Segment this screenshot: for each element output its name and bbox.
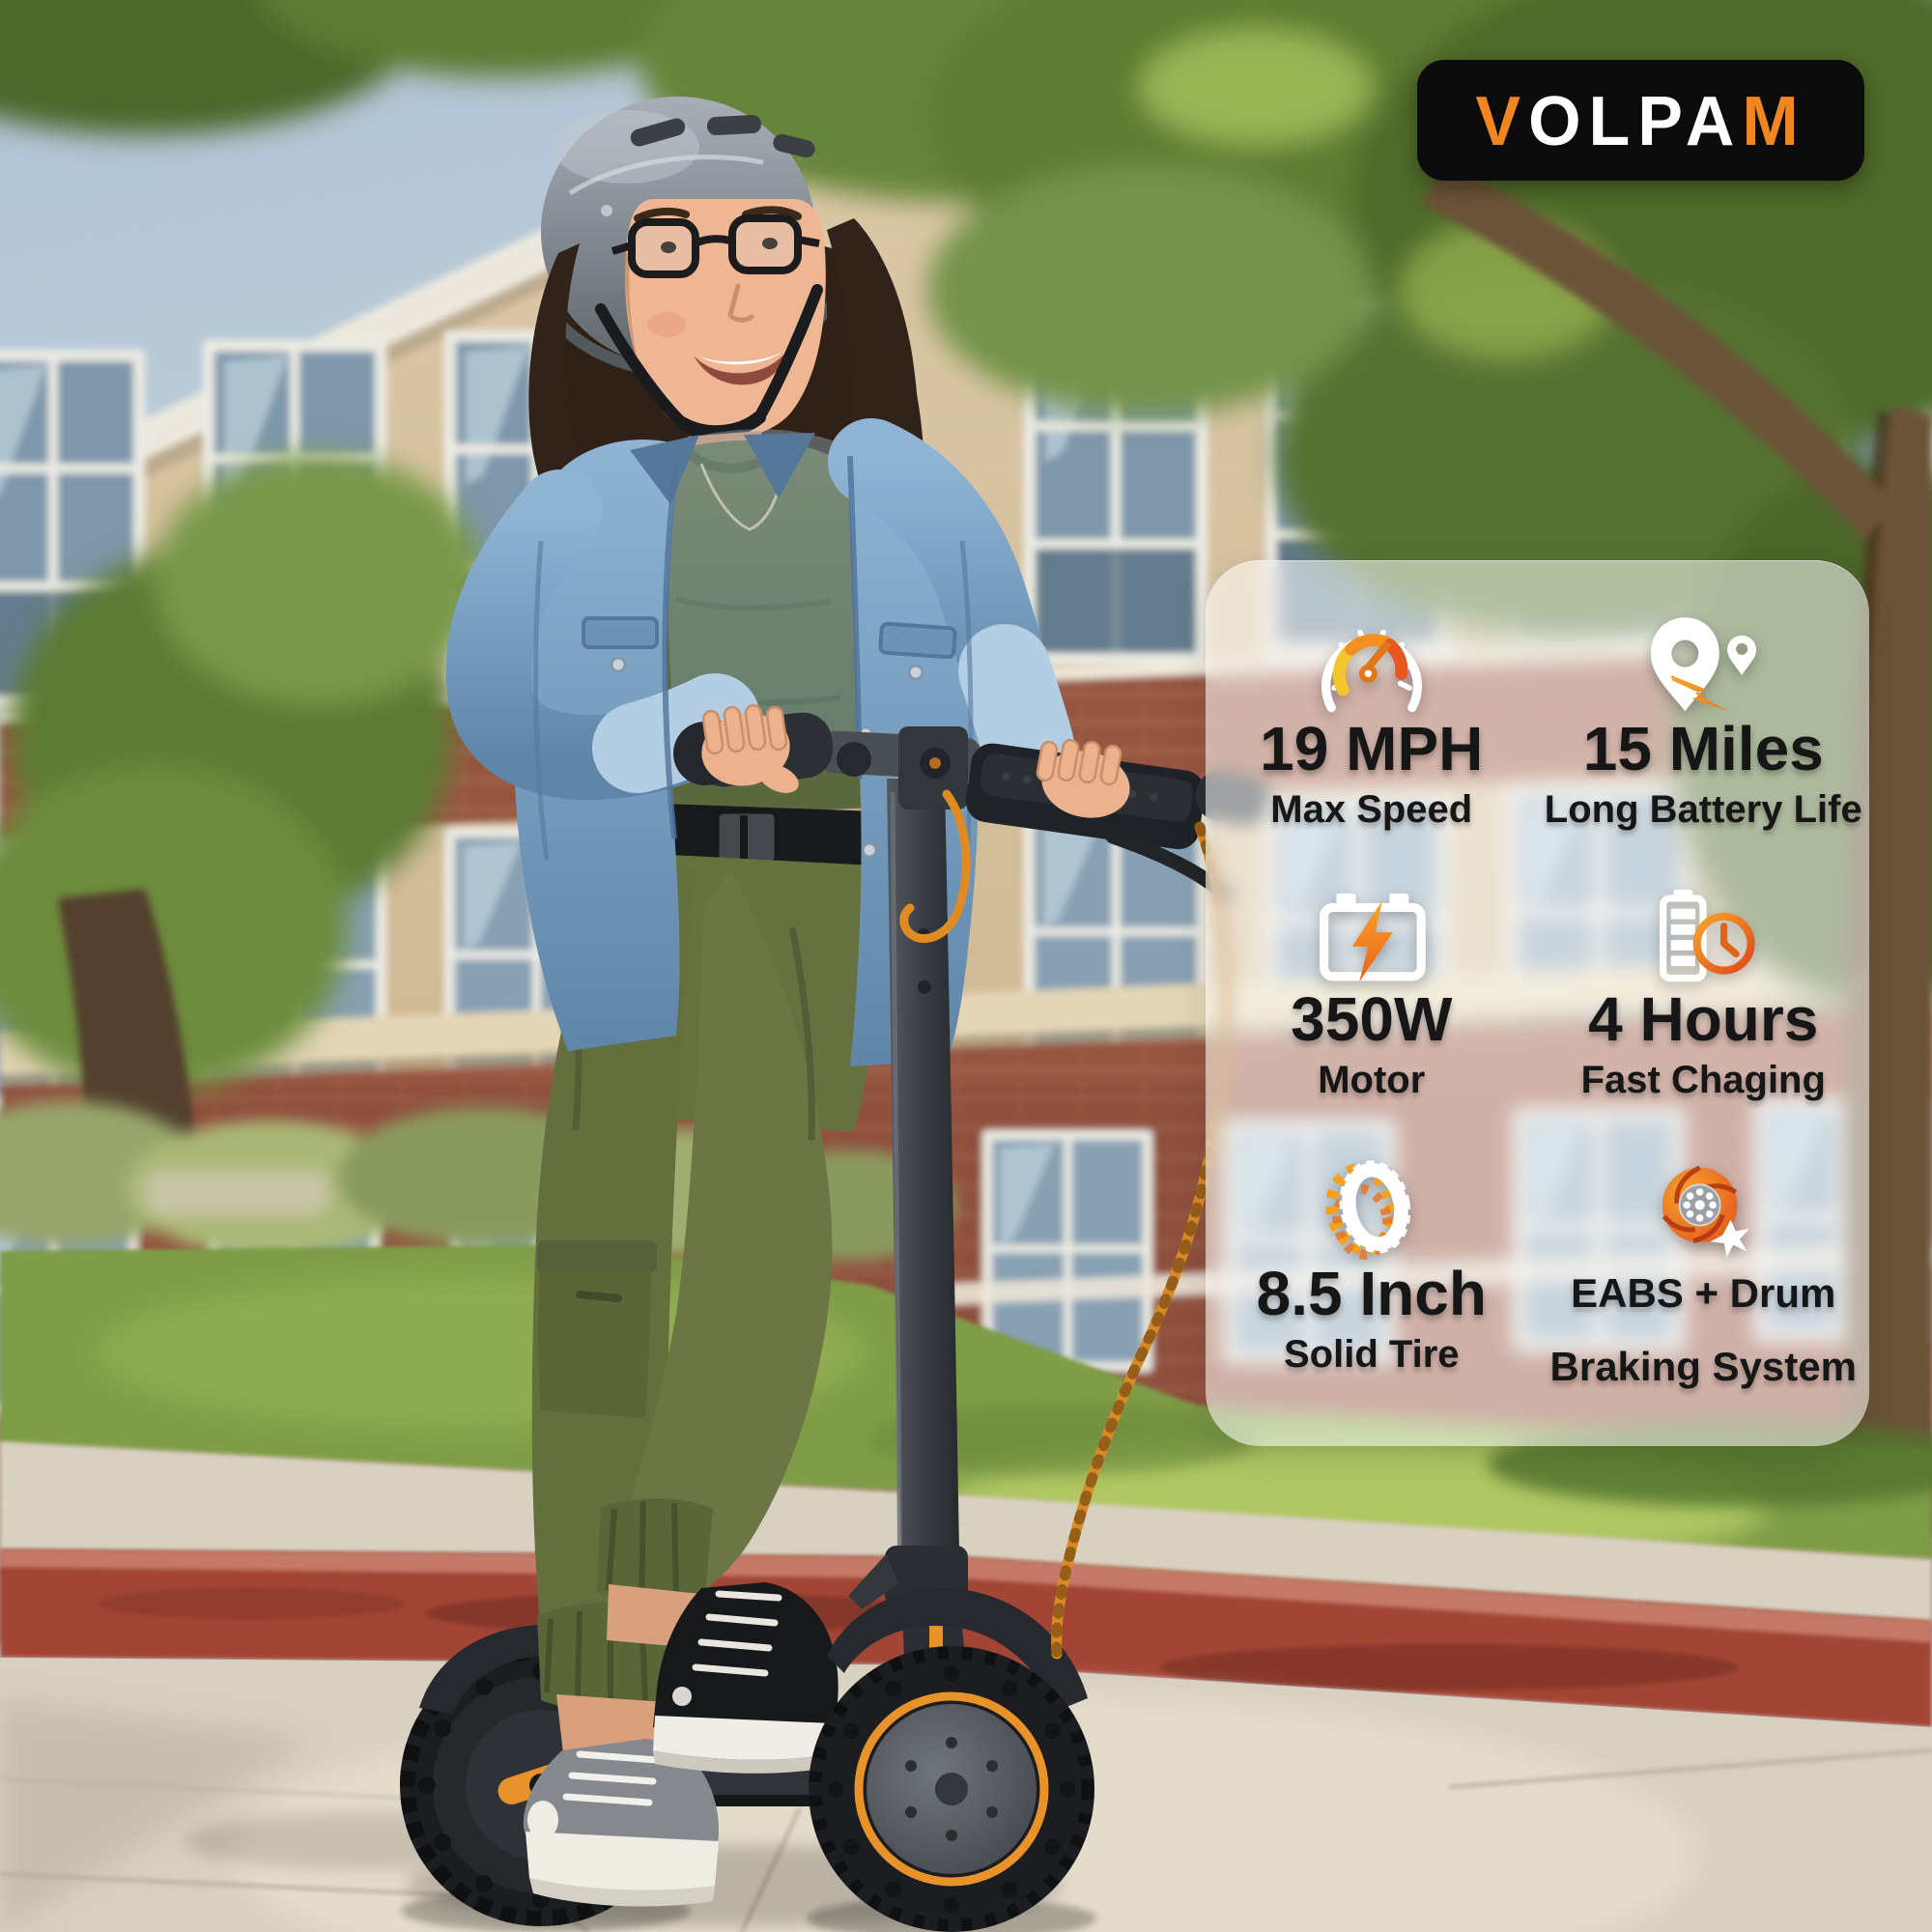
- tire-icon: [1314, 1151, 1430, 1260]
- feature-label: Braking System: [1549, 1344, 1857, 1389]
- denim-jacket: [445, 418, 1074, 1066]
- brand-logo-badge: V OLPA M: [1417, 60, 1864, 181]
- feature-battery-life: 15 Miles Long Battery Life: [1538, 560, 1870, 869]
- glasses: [611, 214, 820, 278]
- front-wheel: [809, 1646, 1094, 1932]
- feature-label: Long Battery Life: [1544, 788, 1862, 831]
- logo-letters-olpa: OLPA: [1528, 80, 1743, 160]
- feature-label: Fast Chaging: [1580, 1059, 1826, 1101]
- feature-value: 15 Miles: [1582, 714, 1824, 783]
- feature-value: 19 MPH: [1260, 714, 1484, 783]
- feature-label: Solid Tire: [1283, 1333, 1460, 1376]
- feature-value: 350W: [1291, 984, 1453, 1054]
- speedometer-icon: [1309, 607, 1435, 715]
- logo-letter-v: V: [1475, 80, 1529, 160]
- location-pin-icon: [1639, 607, 1767, 715]
- electric-scooter: [673, 712, 1270, 1932]
- feature-label: Max Speed: [1270, 788, 1473, 831]
- rider-woman: [445, 97, 1074, 1907]
- feature-value: 8.5 Inch: [1256, 1259, 1487, 1328]
- feature-value: 4 Hours: [1588, 984, 1819, 1054]
- feature-panel: 19 MPH Max Speed: [1206, 560, 1869, 1446]
- feature-tire: 8.5 Inch Solid Tire: [1206, 1140, 1538, 1446]
- gray-sneaker: [523, 1739, 719, 1907]
- feature-braking: EABS + Drum Braking System: [1538, 1140, 1870, 1446]
- battery-bolt-icon: [1310, 877, 1434, 985]
- logo-letter-m: M: [1742, 80, 1806, 160]
- brake-disc-icon: [1646, 1151, 1760, 1260]
- feature-value: EABS + Drum: [1571, 1270, 1836, 1316]
- battery-clock-icon: [1642, 877, 1764, 985]
- chin-strap: [595, 284, 823, 484]
- feature-label: Motor: [1318, 1059, 1426, 1101]
- feature-charging: 4 Hours Fast Chaging: [1538, 869, 1870, 1140]
- black-sneaker: [653, 1582, 838, 1774]
- stem: [887, 779, 960, 1607]
- feature-max-speed: 19 MPH Max Speed: [1206, 560, 1538, 869]
- hands: [701, 703, 1130, 818]
- feature-motor: 350W Motor: [1206, 869, 1538, 1140]
- walkway-strip: [0, 1441, 1932, 1621]
- front-fender: [827, 1587, 1088, 1712]
